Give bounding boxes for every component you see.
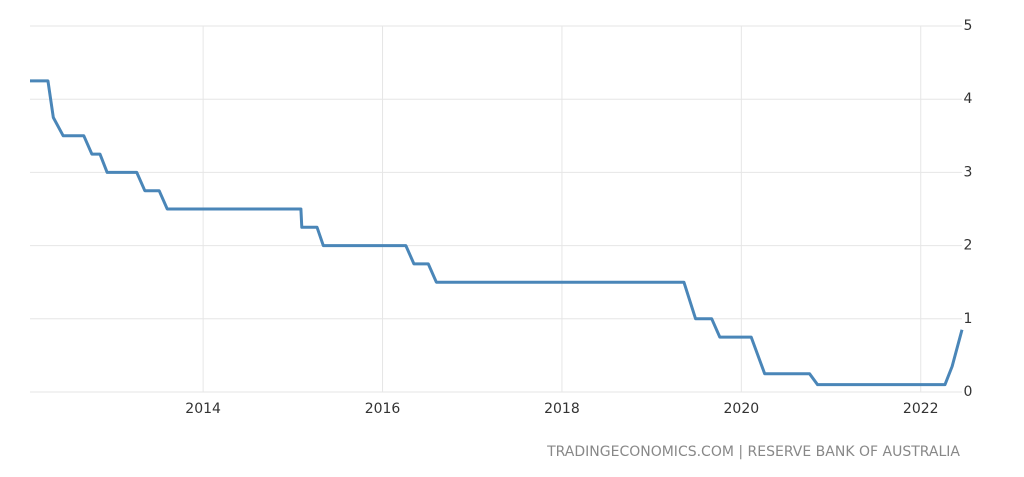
x-tick-label: 2022 [903,401,939,417]
y-tick-label: 2 [964,238,973,254]
y-tick-label: 3 [964,164,973,180]
y-tick-label: 5 [964,18,973,34]
x-tick-label: 2020 [724,401,760,417]
y-tick-label: 0 [964,384,973,400]
line [30,79,964,387]
x-tick-label: 2014 [185,401,221,417]
x-tick-label: 2018 [544,401,580,417]
y-tick-label: 4 [964,91,973,107]
x-tick-label: 2016 [365,401,401,417]
y-tick-label: 1 [964,311,973,327]
source: TRADINGECONOMICS.COM | RESERVE BANK OF A… [546,444,960,460]
